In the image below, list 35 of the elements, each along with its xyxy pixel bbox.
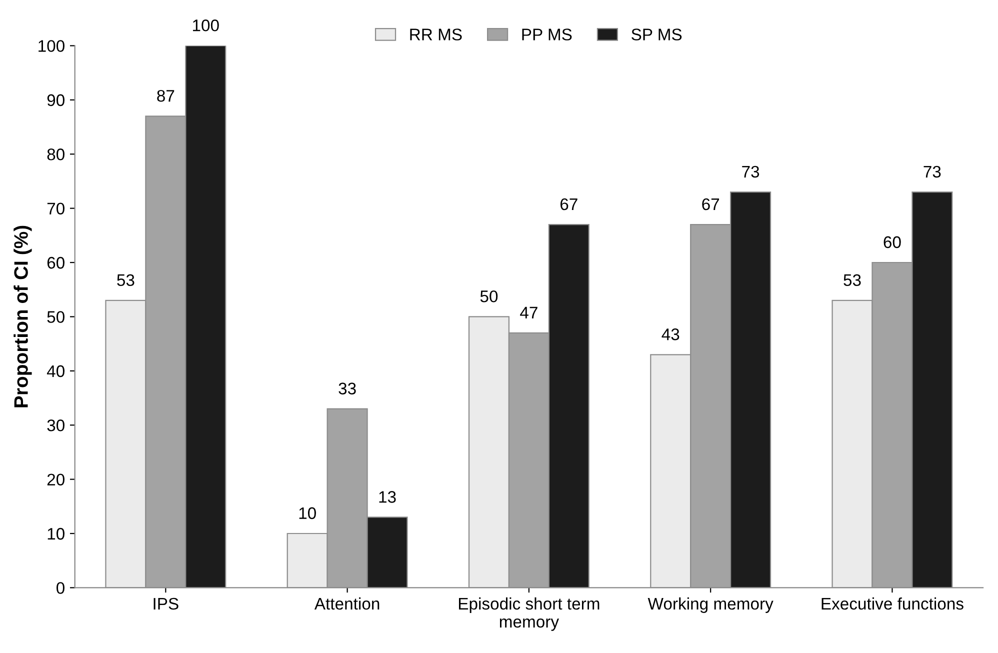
legend-label: PP MS bbox=[522, 28, 572, 40]
y-tick-label: 30 bbox=[47, 420, 64, 432]
data-label: 53 bbox=[117, 274, 134, 286]
y-tick-label: 100 bbox=[38, 40, 64, 52]
y-tick-label: 90 bbox=[47, 94, 64, 106]
legend-label: SP MS bbox=[632, 28, 682, 40]
data-label: 33 bbox=[338, 382, 356, 394]
data-label: 67 bbox=[702, 198, 720, 210]
data-label: 50 bbox=[480, 290, 498, 302]
data-label: 87 bbox=[157, 90, 174, 102]
x-tick-label: Episodic short term memory bbox=[458, 597, 600, 631]
legend-label: RR MS bbox=[410, 28, 462, 40]
x-tick-label: Attention bbox=[314, 597, 380, 610]
y-tick-label: 20 bbox=[47, 474, 64, 486]
data-label: 13 bbox=[379, 491, 396, 503]
data-label: 73 bbox=[742, 166, 760, 178]
data-label: 60 bbox=[884, 236, 901, 248]
x-tick-label: Working memory bbox=[648, 597, 774, 613]
y-tick-label: 70 bbox=[47, 202, 64, 215]
data-label: 53 bbox=[844, 274, 861, 286]
y-axis-title: Proportion of CI (%) bbox=[14, 226, 32, 408]
y-tick-label: 50 bbox=[47, 311, 64, 323]
data-label: 100 bbox=[192, 20, 219, 32]
y-tick-label: 40 bbox=[46, 365, 64, 378]
data-label: 43 bbox=[662, 328, 680, 340]
data-label: 73 bbox=[924, 166, 941, 178]
y-tick-label: 60 bbox=[47, 256, 64, 269]
data-label: 47 bbox=[520, 306, 538, 318]
data-label: 67 bbox=[560, 198, 578, 210]
x-tick-label: IPS bbox=[154, 598, 178, 610]
x-tick-label: Executive functions bbox=[822, 597, 964, 610]
data-label: 10 bbox=[299, 507, 316, 520]
y-tick-label: 10 bbox=[48, 528, 64, 540]
y-tick-label: 0 bbox=[56, 582, 64, 594]
y-tick-label: 80 bbox=[47, 148, 64, 160]
